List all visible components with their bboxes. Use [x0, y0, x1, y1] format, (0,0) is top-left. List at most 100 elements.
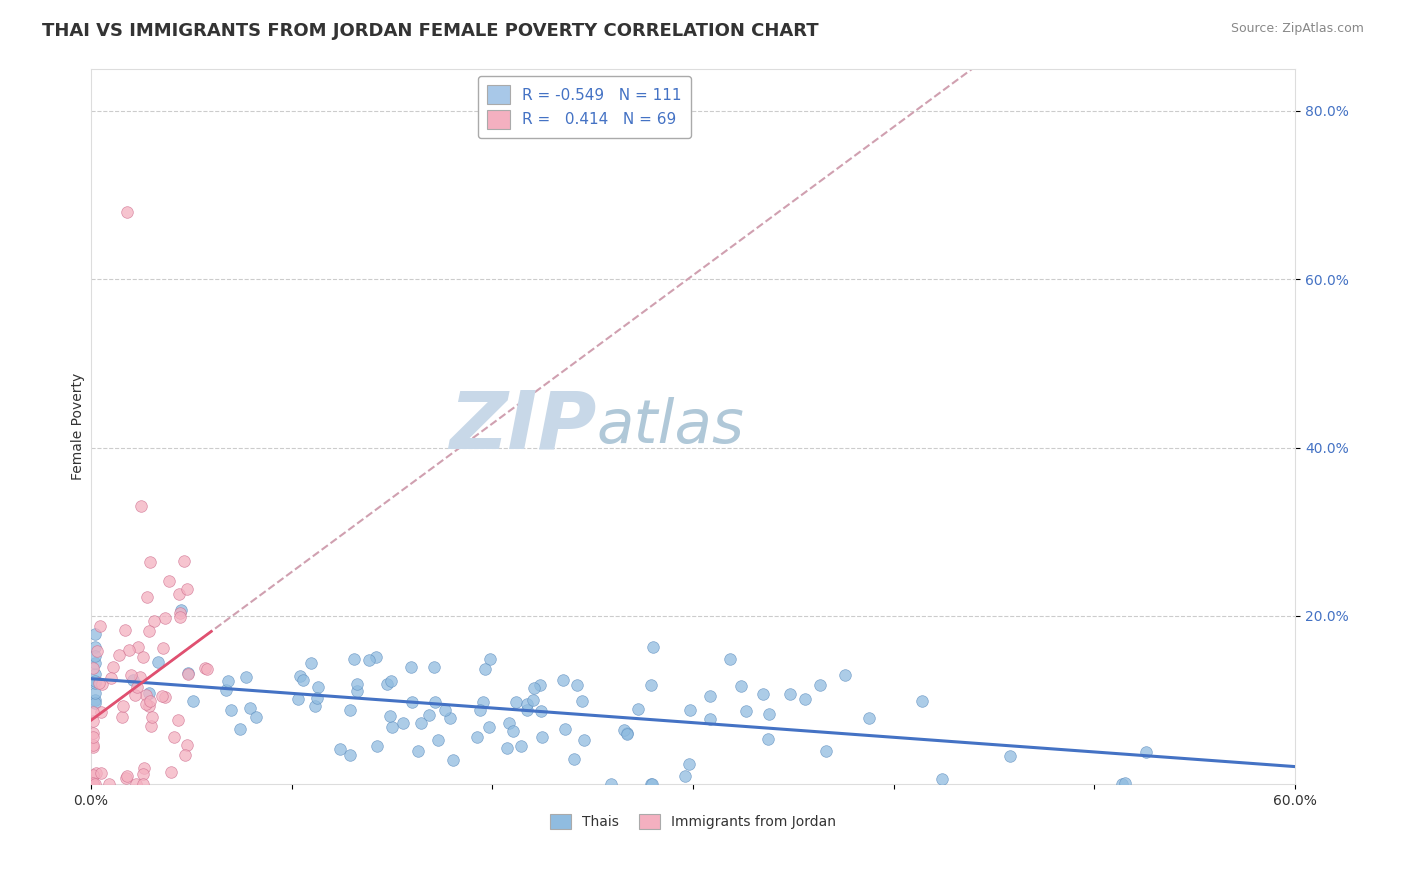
Text: ZIP: ZIP [450, 387, 596, 466]
Point [163, 730, 186, 744]
Point [375, 677, 398, 691]
Point [107, 648, 129, 663]
Point [82, 776, 104, 790]
Point [83, 693, 105, 707]
Point [406, 744, 429, 758]
Point [82, 776, 104, 790]
Point [468, 703, 491, 717]
Point [194, 661, 217, 675]
Point [135, 688, 157, 702]
Point [87, 676, 110, 690]
Point [89, 618, 111, 632]
Point [292, 673, 315, 688]
Point [121, 673, 143, 687]
Point [150, 690, 173, 704]
Point [346, 684, 368, 698]
Point [699, 712, 721, 726]
Point [115, 769, 138, 783]
Point [173, 554, 195, 568]
Point [86, 644, 108, 658]
Point [157, 574, 180, 588]
Point [600, 776, 623, 790]
Point [82, 726, 104, 740]
Point [170, 603, 193, 617]
Point [195, 662, 218, 676]
Text: Source: ZipAtlas.com: Source: ZipAtlas.com [1230, 22, 1364, 36]
Point [342, 651, 364, 665]
Point [380, 673, 402, 688]
Point [339, 748, 361, 763]
Point [143, 614, 166, 628]
Point [307, 680, 329, 694]
Point [305, 690, 328, 705]
Point [169, 610, 191, 624]
Point [120, 668, 142, 682]
Point [752, 687, 775, 701]
Point [83, 685, 105, 699]
Point [998, 749, 1021, 764]
Point [509, 739, 531, 753]
Point [422, 660, 444, 674]
Point [616, 725, 638, 739]
Point [522, 693, 544, 707]
Point [139, 555, 162, 569]
Point [479, 652, 502, 666]
Point [364, 650, 387, 665]
Point [83, 666, 105, 681]
Point [439, 711, 461, 725]
Point [125, 680, 148, 694]
Text: atlas: atlas [596, 397, 745, 456]
Point [83, 640, 105, 655]
Point [138, 686, 160, 700]
Point [735, 704, 758, 718]
Point [235, 670, 257, 684]
Point [673, 769, 696, 783]
Point [83, 649, 105, 664]
Point [399, 660, 422, 674]
Point [174, 748, 197, 763]
Point [160, 764, 183, 779]
Point [239, 700, 262, 714]
Point [82, 768, 104, 782]
Point [290, 669, 312, 683]
Text: THAI VS IMMIGRANTS FROM JORDAN FEMALE POVERTY CORRELATION CHART: THAI VS IMMIGRANTS FROM JORDAN FEMALE PO… [42, 22, 818, 40]
Point [127, 640, 149, 654]
Point [153, 611, 176, 625]
Point [640, 678, 662, 692]
Point [131, 776, 153, 790]
Point [643, 640, 665, 655]
Point [82, 730, 104, 744]
Point [433, 703, 456, 717]
Point [176, 582, 198, 596]
Point [89, 705, 111, 719]
Point [529, 678, 551, 692]
Point [287, 691, 309, 706]
Point [114, 623, 136, 637]
Point [83, 656, 105, 670]
Point [141, 719, 163, 733]
Point [115, 204, 138, 219]
Point [167, 714, 190, 728]
Point [83, 676, 105, 690]
Point [516, 703, 538, 717]
Point [124, 688, 146, 702]
Point [423, 695, 446, 709]
Point [111, 710, 134, 724]
Point [401, 695, 423, 709]
Point [530, 730, 553, 744]
Point [135, 591, 157, 605]
Point [82, 739, 104, 753]
Point [505, 695, 527, 709]
Point [181, 694, 204, 708]
Point [641, 776, 664, 790]
Point [911, 694, 934, 708]
Point [616, 727, 638, 741]
Point [299, 657, 322, 671]
Point [83, 696, 105, 710]
Point [176, 738, 198, 752]
Point [152, 640, 174, 655]
Point [562, 752, 585, 766]
Point [111, 699, 134, 714]
Point [139, 693, 162, 707]
Legend: Thais, Immigrants from Jordan: Thais, Immigrants from Jordan [544, 809, 842, 835]
